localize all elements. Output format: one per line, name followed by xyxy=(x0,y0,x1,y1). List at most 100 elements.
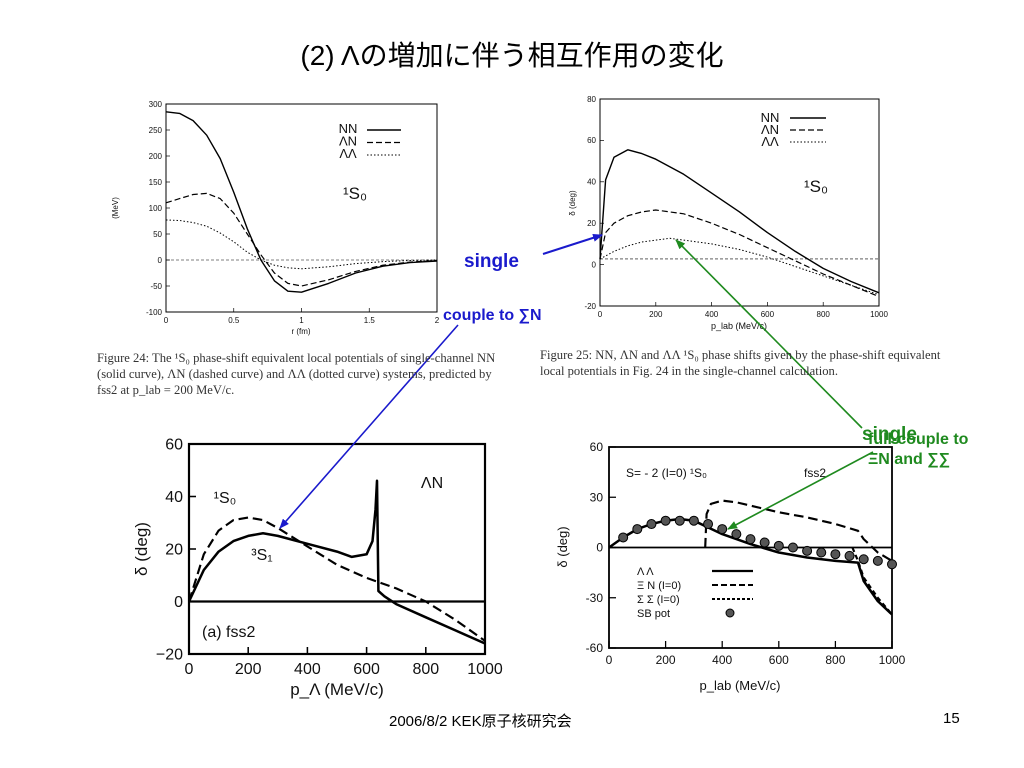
data-point xyxy=(759,537,770,548)
series-line xyxy=(165,111,438,293)
series-line xyxy=(599,237,880,296)
data-point xyxy=(787,542,798,553)
data-point xyxy=(632,524,643,535)
legend-swatch xyxy=(725,608,735,618)
y-axis-label: (MeV) xyxy=(111,197,120,219)
x-tick-label: 600 xyxy=(761,310,775,319)
y-tick-label: 250 xyxy=(149,126,163,135)
figure-24-caption: Figure 24: The ¹S₀ phase-shift equivalen… xyxy=(97,351,496,397)
data-point xyxy=(887,559,897,570)
chart-potentials: 0 0.5 1 1.5 2 300 250 200 150 100 50 0 -50 -100 xyxy=(146,100,440,325)
data-point xyxy=(872,555,883,566)
data-point xyxy=(773,540,784,551)
y-tick-label: −20 xyxy=(156,647,183,664)
chart-s_minus2: 0 200 400 600 800 1000 60 30 0 -30 -60 xyxy=(586,440,906,667)
y-axis-label: δ (deg) xyxy=(568,190,577,216)
data-point xyxy=(717,524,728,535)
y-tick-label: -60 xyxy=(586,641,604,655)
arrow-couple-sigma-n xyxy=(279,324,459,529)
data-point xyxy=(816,547,827,558)
panel-label: (a) fss2 xyxy=(202,624,255,641)
y-tick-label: 200 xyxy=(149,152,163,161)
x-tick-label: 1 xyxy=(299,316,304,325)
y-tick-label: 40 xyxy=(587,178,596,187)
x-tick-label: 2 xyxy=(435,316,440,325)
figure-25-caption: Figure 25: NN, ΛN and ΛΛ ¹S₀ phase shift… xyxy=(540,348,941,378)
legend-label: NN xyxy=(339,121,358,136)
annotation-full-couple-line1: full-couple to xyxy=(868,431,969,448)
y-tick-label: 40 xyxy=(165,489,183,506)
x-tick-label: 1000 xyxy=(879,653,906,667)
y-tick-label: 300 xyxy=(149,100,163,109)
x-axis-label: p_lab (MeV/c) xyxy=(711,321,767,331)
arrow-single-right xyxy=(675,239,863,429)
y-tick-label: -100 xyxy=(146,308,163,317)
model-label: fss2 xyxy=(804,466,826,480)
y-tick-label: 80 xyxy=(587,95,596,104)
annotation-single-top: single xyxy=(464,251,519,272)
data-point xyxy=(844,550,855,561)
y-tick-label: 60 xyxy=(590,440,604,454)
x-tick-label: 0 xyxy=(164,316,169,325)
x-tick-label: 800 xyxy=(825,653,845,667)
arrow-full-couple xyxy=(727,451,874,530)
x-tick-label: 200 xyxy=(656,653,676,667)
y-tick-label: 20 xyxy=(587,219,596,228)
annotation-full-couple-line2: ΞN and ∑∑ xyxy=(868,451,950,468)
series-label-3s1: ³S₁ xyxy=(251,547,272,564)
data-point xyxy=(731,529,742,540)
data-point xyxy=(745,534,756,545)
x-tick-label: 200 xyxy=(649,310,663,319)
x-tick-label: 400 xyxy=(705,310,719,319)
series-line xyxy=(704,499,893,562)
y-axis-label: δ (deg) xyxy=(555,526,570,567)
series-line xyxy=(599,149,880,294)
y-tick-label: 30 xyxy=(590,490,604,504)
x-tick-label: 200 xyxy=(235,661,262,678)
data-point xyxy=(802,545,813,556)
legend-label: Λ Λ xyxy=(637,566,654,578)
data-point xyxy=(858,554,869,565)
channel-label: ¹S₀ xyxy=(343,184,367,203)
x-tick-label: 1.5 xyxy=(364,316,376,325)
x-tick-label: 400 xyxy=(712,653,732,667)
series-line xyxy=(599,209,880,298)
legend-label: SB pot xyxy=(637,608,670,620)
y-tick-label: 0 xyxy=(592,260,597,269)
series-label-1s0: ¹S₀ xyxy=(214,490,237,507)
data-point xyxy=(830,549,841,560)
x-tick-label: 0 xyxy=(185,661,194,678)
data-point xyxy=(618,532,629,543)
x-tick-label: 600 xyxy=(353,661,380,678)
series-line xyxy=(851,547,893,616)
y-tick-label: 60 xyxy=(587,136,596,145)
y-tick-label: -30 xyxy=(586,591,604,605)
x-tick-label: 1000 xyxy=(467,661,503,678)
series-line xyxy=(187,479,486,645)
legend-label: ΛΛ xyxy=(339,146,357,161)
y-tick-label: 150 xyxy=(149,178,163,187)
x-tick-label: 400 xyxy=(294,661,321,678)
annotation-couple-sigma-n: couple to ∑N xyxy=(443,307,542,324)
plot-frame xyxy=(599,98,880,307)
x-axis-label: r (fm) xyxy=(291,327,310,336)
y-tick-label: 100 xyxy=(149,204,163,213)
arrow-single-top xyxy=(542,233,603,255)
footer-date-venue: 2006/8/2 KEK原子核研究会 xyxy=(389,713,572,730)
legend-label: ΛN xyxy=(339,134,357,149)
data-point xyxy=(674,515,685,526)
series-line xyxy=(187,516,486,642)
x-axis-label: p_lab (MeV/c) xyxy=(700,678,781,693)
chart-title: ΛN xyxy=(421,475,443,492)
data-point xyxy=(703,519,714,530)
annotation-single-right: single xyxy=(862,424,917,445)
y-tick-label: 0 xyxy=(158,256,163,265)
y-axis-label: δ (deg) xyxy=(132,522,151,576)
legend-label: Ξ N (I=0) xyxy=(637,580,681,592)
y-tick-label: 0 xyxy=(174,594,183,611)
slide-title: (2) Λの増加に伴う相互作用の変化 xyxy=(300,40,724,71)
y-tick-label: 60 xyxy=(165,437,183,454)
y-tick-label: 20 xyxy=(165,542,183,559)
